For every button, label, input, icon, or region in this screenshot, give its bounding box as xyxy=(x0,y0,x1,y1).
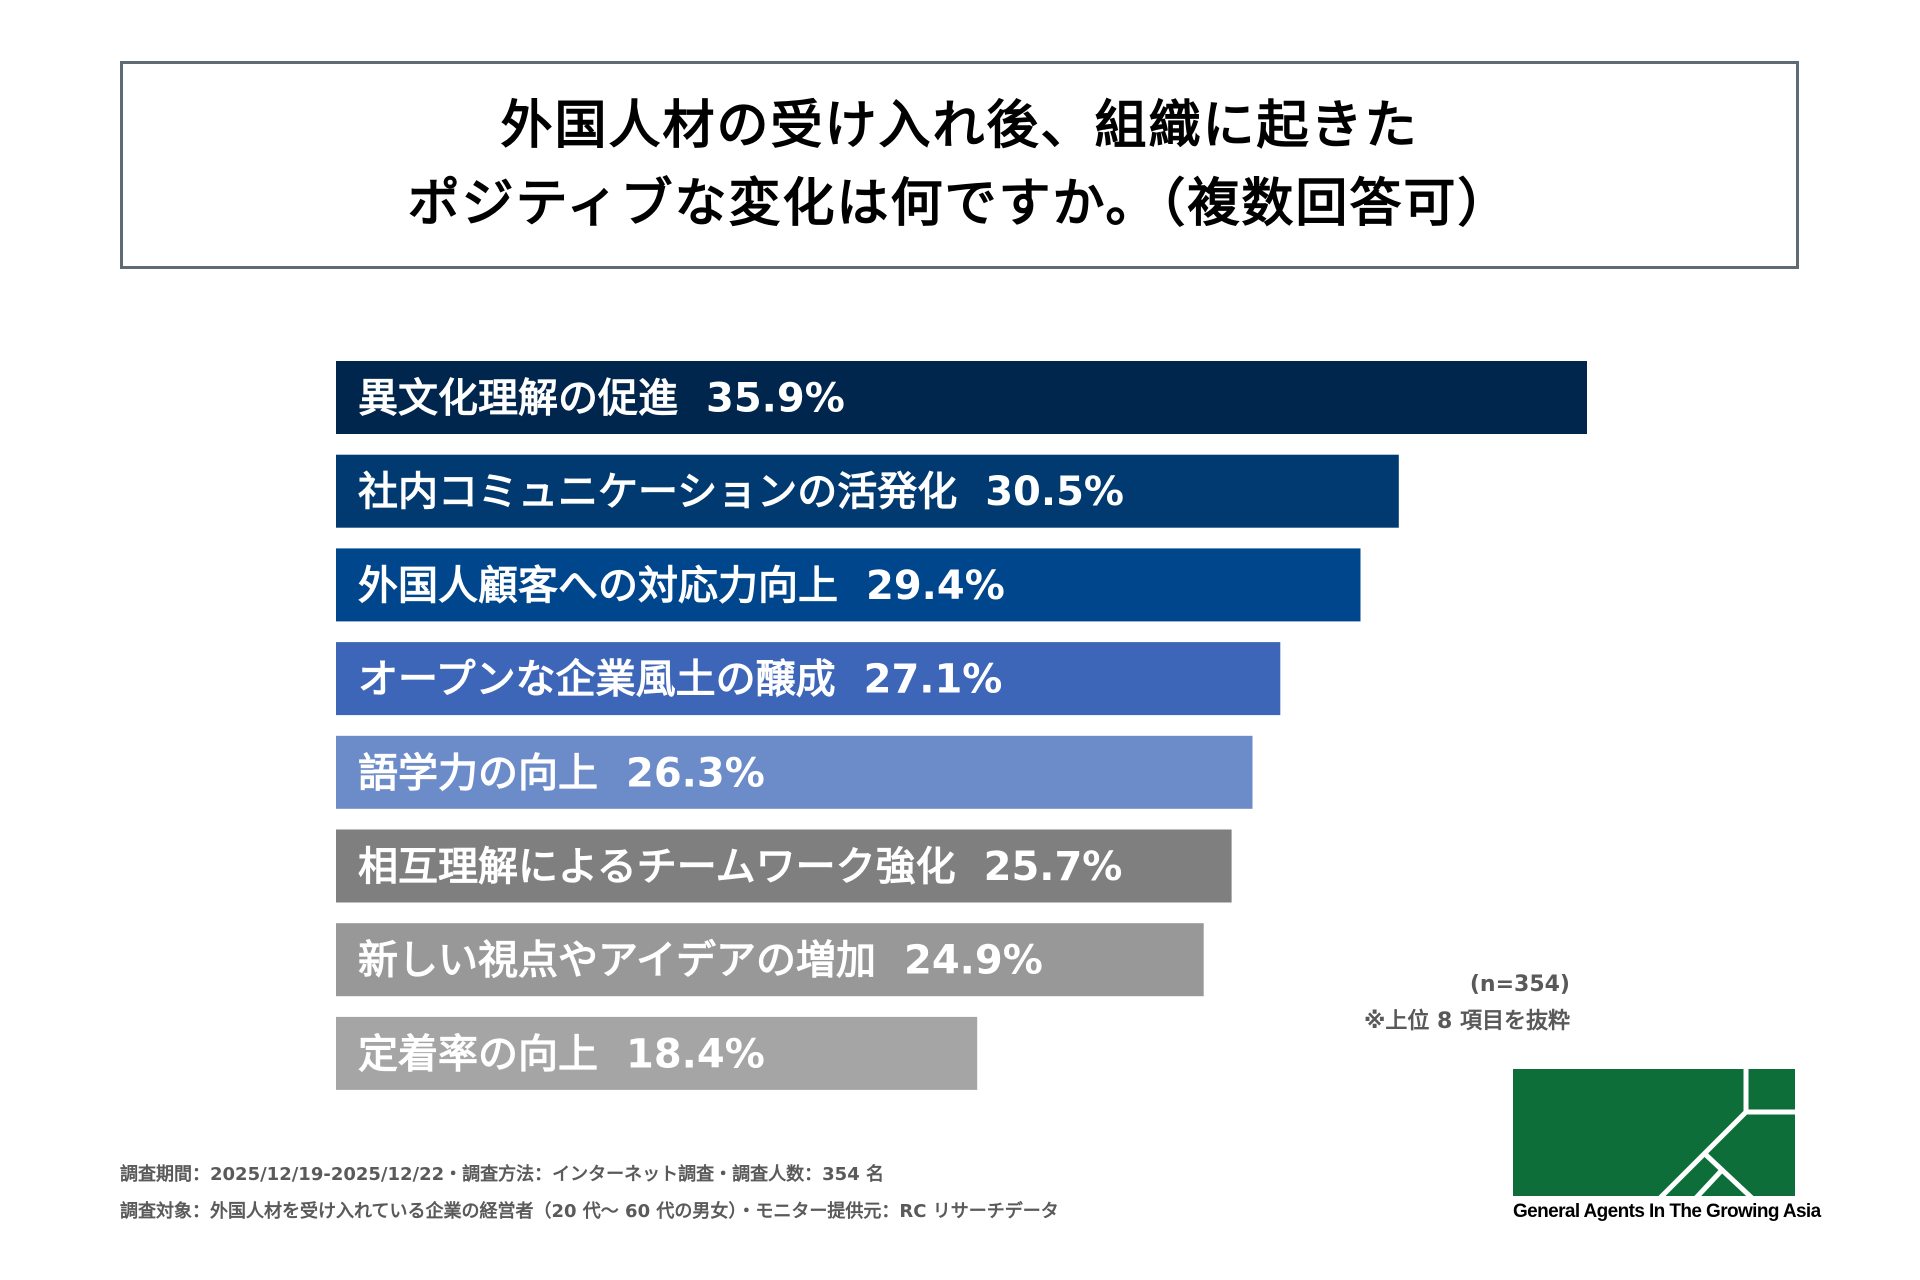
bar-value-label: 29.4% xyxy=(866,563,1005,609)
title-box: 外国人材の受け入れ後、組織に起きた ポジティブな変化は何ですか。（複数回答可） xyxy=(120,61,1799,269)
bar-category-label: オープンな企業風土の醸成 xyxy=(358,657,836,703)
bar-group: オープンな企業風土の醸成 27.1% xyxy=(336,642,1281,716)
bar-category-label: 語学力の向上 xyxy=(358,750,598,796)
company-logo: General Agents In The Growing Asia xyxy=(1513,1067,1821,1229)
bar-category-label: 異文化理解の促進 xyxy=(358,376,678,422)
bar-category-label: 相互理解によるチームワーク強化 xyxy=(358,844,956,890)
bar-value-label: 26.3% xyxy=(626,750,765,796)
bar-value-label: 27.1% xyxy=(864,657,1003,703)
bar-group: 新しい視点やアイデアの増加 24.9% xyxy=(336,923,1204,997)
bar-value-label: 18.4% xyxy=(626,1031,765,1077)
bar xyxy=(336,548,1361,622)
title-line-1: 外国人材の受け入れ後、組織に起きた xyxy=(500,96,1419,156)
bar xyxy=(336,923,1204,997)
bar xyxy=(336,735,1253,809)
title-line-2: ポジティブな変化は何ですか。（複数回答可） xyxy=(407,174,1512,234)
bar-value-label: 24.9% xyxy=(904,938,1043,984)
logo-text: General Agents In The Growing Asia xyxy=(1513,1201,1821,1222)
bar-group: 語学力の向上 26.3% xyxy=(336,735,1253,809)
survey-info-line-1: 調査期間：2025/12/19-2025/12/22・調査方法：インターネット調… xyxy=(120,1164,884,1185)
logo-background xyxy=(1513,1069,1795,1196)
bar-group: 異文化理解の促進 35.9% xyxy=(336,361,1587,434)
bar xyxy=(336,642,1281,716)
logo-line-diagonal-inner xyxy=(1693,1168,1724,1201)
bar-group: 外国人顧客への対応力向上 29.4% xyxy=(336,548,1361,622)
excerpt-note: ※上位 8 項目を抜粋 xyxy=(1363,1009,1570,1034)
bar-group: 相互理解によるチームワーク強化 25.7% xyxy=(336,829,1232,903)
survey-info-line-2: 調査対象：外国人材を受け入れている企業の経営者（20 代～ 60 代の男女）・モ… xyxy=(120,1201,1059,1222)
bar-category-label: 社内コミュニケーションの活発化 xyxy=(358,469,957,515)
bar-value-label: 35.9% xyxy=(706,376,845,422)
bar xyxy=(336,829,1232,903)
bar-group: 社内コミュニケーションの活発化 30.5% xyxy=(336,454,1399,528)
bar xyxy=(336,454,1399,528)
bar-value-label: 30.5% xyxy=(985,469,1124,515)
logo-mark-icon xyxy=(1513,1067,1797,1201)
bar-category-label: 外国人顧客への対応力向上 xyxy=(358,563,838,609)
logo-line-diagonal-right xyxy=(1703,1152,1755,1201)
logo-line-diagonal-main xyxy=(1657,1110,1748,1201)
bar-category-label: 定着率の向上 xyxy=(358,1031,598,1077)
bar xyxy=(336,361,1587,434)
sample-size-note: (n=354) xyxy=(1469,972,1570,997)
bar-value-label: 25.7% xyxy=(984,844,1123,890)
bar-category-label: 新しい視点やアイデアの増加 xyxy=(358,938,876,984)
bar-group: 定着率の向上 18.4% xyxy=(336,1016,978,1090)
bar xyxy=(336,1016,978,1090)
